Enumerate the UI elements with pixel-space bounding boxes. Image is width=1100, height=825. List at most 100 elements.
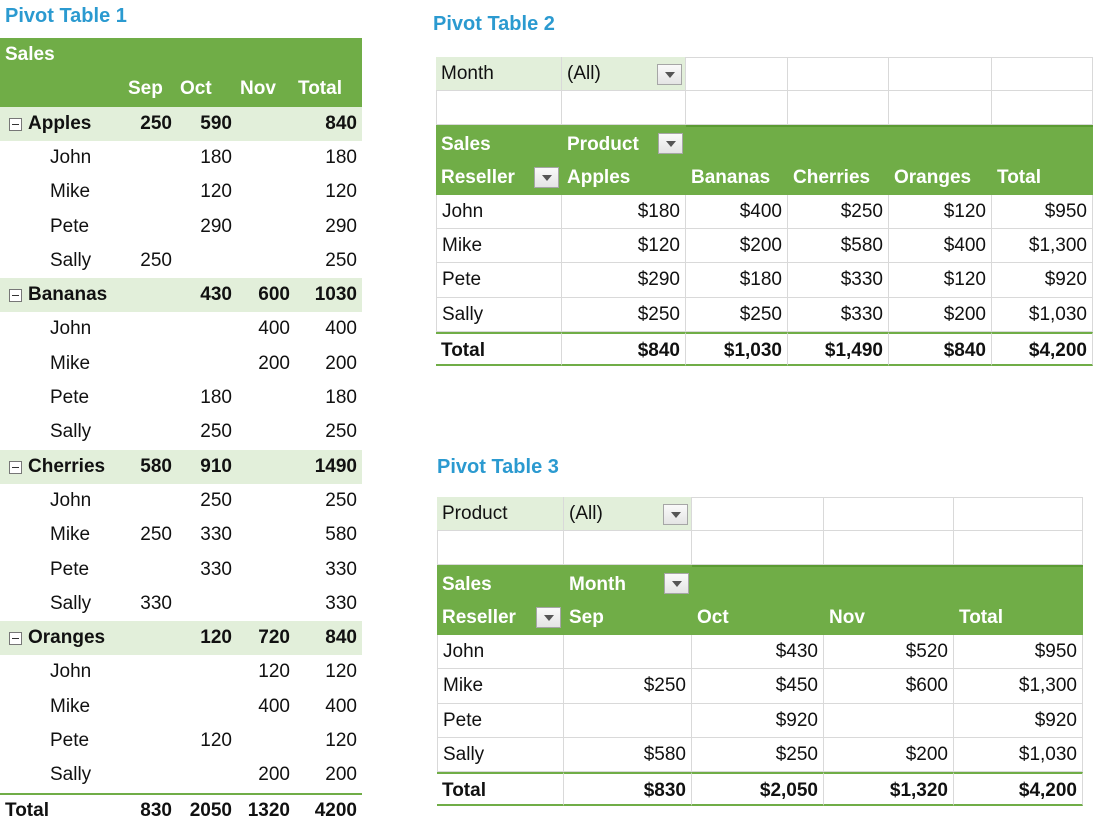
row-label: Sally [50,421,92,443]
value-cell: $1,300 [992,229,1093,264]
empty-cell [788,91,889,125]
value-cell: $250 [692,737,824,773]
value-cell: $250 [562,297,686,332]
value-cell: 330 [140,592,172,614]
value-cell: $250 [686,297,788,332]
value-cell: 200 [258,352,290,374]
value-cell [177,347,237,381]
value-cell: $950 [954,635,1083,670]
empty-cell [992,91,1093,125]
column-header: Oct [177,72,237,107]
value-cell: $400 [889,229,992,264]
column-header: Total [295,72,362,107]
value-cell: 400 [258,318,290,340]
value-cell: 120 [200,181,232,203]
value-cell: 120 [200,730,232,751]
row-field-dropdown[interactable] [536,607,561,628]
empty-cell [436,91,562,125]
group-value: 430 [200,284,232,306]
value-cell: $1,030 [954,737,1083,773]
collapse-button[interactable] [9,632,22,646]
group-value: 840 [325,627,357,649]
value-cell: 250 [325,489,357,511]
group-value: 720 [258,627,290,649]
value-cell: $1,300 [954,669,1083,704]
total-label: Total [5,799,49,821]
row-field-dropdown[interactable] [534,167,559,188]
group-row [0,449,362,484]
row-label: Mike [50,695,91,717]
value-header: Sales [0,38,362,73]
value-cell [237,724,295,758]
filter-value: (All) [564,497,692,531]
group-value: 120 [200,627,232,649]
group-value [125,278,177,312]
value-cell [125,210,177,244]
empty-cell [562,91,686,125]
total-value: 1320 [247,799,290,821]
filter-label: Product [437,497,564,531]
column-header: Nov [237,72,295,107]
value-cell: 200 [325,352,357,374]
column-field-dropdown[interactable] [658,133,683,154]
value-cell [237,175,295,209]
value-cell [237,587,295,621]
group-value [125,621,177,655]
value-cell [125,415,177,449]
value-cell: $920 [992,263,1093,298]
value-cell [564,703,692,738]
row-label: John [437,635,564,670]
group-value: 1030 [314,284,357,306]
column-header: Total [954,600,1083,635]
row-label: John [50,318,92,340]
row-label: Pete [50,558,90,580]
collapse-button[interactable] [9,289,22,303]
total-label: Total [436,331,562,366]
value-cell [237,415,295,449]
empty-cell [954,497,1083,531]
value-cell: 330 [325,558,357,580]
value-cell: 250 [140,249,172,271]
row-label: Sally [50,592,92,614]
group-label: Oranges [28,627,106,649]
value-cell: $920 [954,703,1083,738]
table-title: Pivot Table 1 [5,5,127,27]
value-cell [125,758,177,792]
row-label: Sally [437,737,564,773]
row-label: Mike [50,524,91,546]
empty-cell [889,57,992,91]
value-cell: $290 [562,263,686,298]
row-label: Mike [436,229,562,264]
total-value: $1,320 [824,772,954,806]
row-label: Pete [50,730,90,751]
value-cell: 120 [325,661,357,683]
value-cell [125,312,177,346]
value-cell: 290 [325,215,357,237]
group-row [0,621,362,656]
value-cell: $250 [788,195,889,230]
value-cell: 330 [325,592,357,614]
empty-cell [564,531,692,565]
value-cell [177,655,237,689]
filter-dropdown[interactable] [663,504,688,525]
value-cell [125,347,177,381]
group-row [0,106,362,141]
filter-dropdown[interactable] [657,64,682,85]
row-label: Mike [50,181,91,203]
row-label: John [50,489,92,511]
value-cell: 250 [200,489,232,511]
column-field-dropdown[interactable] [664,573,689,594]
value-cell: 180 [200,387,232,408]
value-cell [125,381,177,415]
value-cell: 400 [325,695,357,717]
total-value: 4200 [314,799,357,821]
group-value [237,450,295,484]
column-header: Cherries [788,160,889,195]
group-label: Bananas [28,284,108,306]
value-cell: 250 [325,249,357,271]
group-label: Apples [28,112,92,134]
collapse-button[interactable] [9,460,22,474]
value-cell: $580 [788,229,889,264]
collapse-button[interactable] [9,117,22,131]
value-cell: 200 [258,764,290,786]
